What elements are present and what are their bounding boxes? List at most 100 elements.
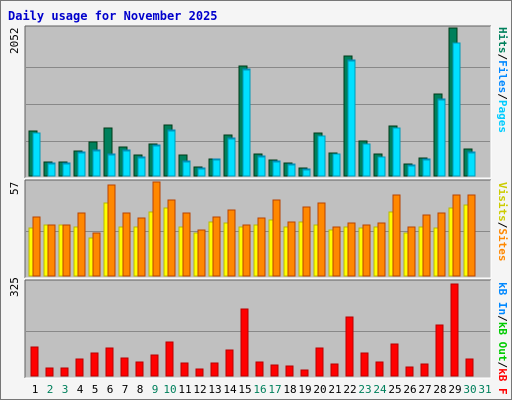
legend-kb-out: kB Out	[496, 321, 509, 362]
day-tick-label: 12	[193, 383, 206, 396]
bar-sites	[242, 224, 251, 277]
bar-pages	[182, 161, 191, 177]
day-tick-label: 1	[32, 383, 39, 396]
bar-pages	[362, 143, 371, 177]
bar-kb-f	[225, 349, 234, 377]
top-max-label: 2052	[8, 27, 21, 55]
bar-sites	[167, 199, 176, 277]
bar-kb-f	[465, 358, 474, 377]
bar-sites	[137, 217, 146, 277]
bar-sites	[422, 214, 431, 277]
bar-pages	[272, 161, 281, 177]
top-panel	[25, 26, 491, 178]
bar-pages	[467, 152, 476, 177]
bar-kb-f	[330, 363, 339, 377]
bar-sites	[152, 181, 161, 277]
bar-kb-f	[315, 347, 324, 377]
legend-sites: Sites	[496, 228, 509, 262]
bar-kb-f	[75, 358, 84, 377]
day-tick-label: 21	[328, 383, 341, 396]
day-tick-label: 17	[268, 383, 281, 396]
bar-kb-f	[30, 346, 39, 377]
bar-kb-f	[60, 367, 69, 377]
day-tick-label: 11	[178, 383, 191, 396]
bar-kb-f	[255, 361, 264, 377]
legend-middle: Visits/Sites	[496, 182, 509, 262]
bar-pages	[167, 130, 176, 177]
day-tick-label: 5	[92, 383, 99, 396]
bar-kb-f	[195, 368, 204, 377]
day-tick-label: 15	[238, 383, 251, 396]
bar-sites	[437, 212, 446, 277]
bar-kb-f	[210, 362, 219, 377]
day-tick-label: 26	[403, 383, 416, 396]
bar-kb-f	[450, 283, 459, 377]
bar-kb-f	[375, 361, 384, 377]
day-tick-label: 27	[418, 383, 431, 396]
day-tick-label: 6	[107, 383, 114, 396]
day-tick-label: 3	[62, 383, 69, 396]
day-tick-label: 29	[448, 383, 461, 396]
bar-sites	[62, 224, 71, 277]
bar-sites	[347, 222, 356, 277]
day-tick-label: 25	[388, 383, 401, 396]
bar-pages	[317, 135, 326, 177]
bar-kb-f	[165, 341, 174, 377]
bar-sites	[467, 194, 476, 277]
day-tick-label: 24	[373, 383, 387, 396]
bar-pages	[77, 152, 86, 177]
bar-pages	[137, 157, 146, 177]
bar-sites	[452, 194, 461, 277]
bar-sites	[407, 226, 416, 277]
bottom-max-label: 325	[8, 277, 21, 297]
day-tick-label: 18	[283, 383, 296, 396]
bar-sites	[47, 224, 56, 277]
bar-kb-f	[435, 324, 444, 377]
legend-top: Hits/Files/Pages	[496, 27, 509, 133]
bar-pages	[347, 60, 356, 177]
bar-kb-f	[180, 362, 189, 377]
bar-kb-f	[270, 364, 279, 377]
day-tick-label: 23	[358, 383, 371, 396]
legend-kb-f: kB F	[496, 368, 509, 395]
bar-sites	[227, 209, 236, 277]
bar-sites	[362, 224, 371, 277]
legend-kb-in: kB In	[496, 282, 509, 316]
bar-pages	[392, 127, 401, 177]
legend-sep: /	[496, 93, 509, 100]
day-tick-label: 14	[223, 383, 237, 396]
bar-pages	[407, 165, 416, 177]
bar-kb-f	[345, 316, 354, 377]
bar-kb-f	[420, 363, 429, 377]
bar-kb-f	[45, 367, 54, 377]
day-tick-label: 28	[433, 383, 446, 396]
bar-kb-f	[90, 352, 99, 377]
bar-pages	[257, 156, 266, 177]
day-tick-label: 2	[47, 383, 54, 396]
legend-pages: Pages	[496, 99, 509, 133]
bar-kb-f	[390, 343, 399, 377]
day-tick-label: 9	[152, 383, 159, 396]
legend-bottom: kB In/kB Out/kB F	[496, 282, 509, 395]
bar-kb-f	[150, 354, 159, 377]
middle-max-label: 57	[8, 181, 21, 195]
bar-pages	[437, 99, 446, 177]
bar-kb-f	[285, 365, 294, 377]
bar-pages	[47, 163, 56, 177]
day-tick-label: 7	[122, 383, 129, 396]
day-tick-label: 10	[163, 383, 176, 396]
bar-kb-f	[135, 361, 144, 377]
day-tick-label: 8	[137, 383, 144, 396]
bar-kb-f	[300, 369, 309, 377]
bar-pages	[122, 150, 131, 177]
bar-pages	[92, 150, 101, 177]
bar-kb-f	[405, 366, 414, 377]
bar-pages	[227, 138, 236, 177]
day-tick-label: 4	[77, 383, 84, 396]
bar-pages	[197, 168, 206, 177]
bar-sites	[287, 221, 296, 277]
legend-visits: Visits	[496, 182, 509, 222]
bar-pages	[452, 42, 461, 177]
bar-sites	[77, 212, 86, 277]
